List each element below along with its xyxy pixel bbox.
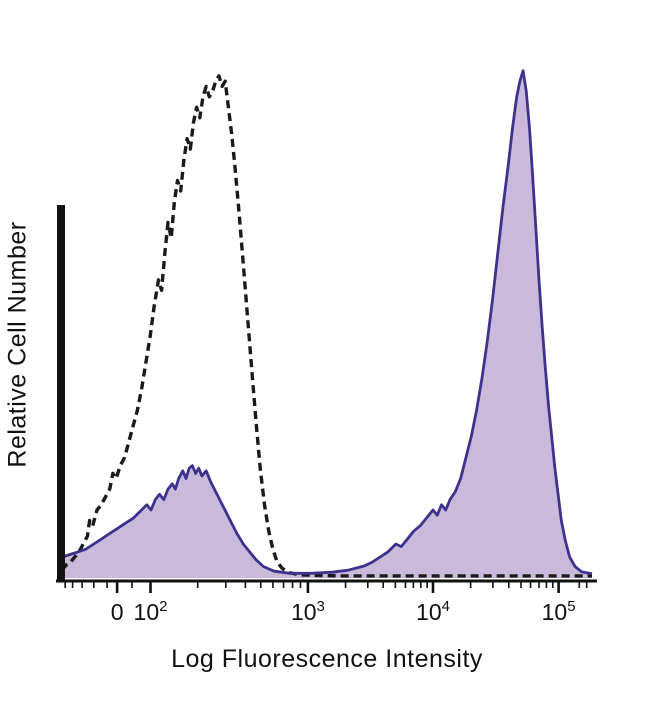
x-tick-label: 104 [416, 598, 450, 625]
x-tick-label: 0 [111, 599, 124, 625]
y-axis-bar [57, 205, 65, 582]
stained-sample-area [62, 70, 592, 578]
x-tick-label: 105 [542, 598, 576, 625]
stained-sample-curve [61, 69, 593, 576]
x-axis-title: Log Fluorescence Intensity [171, 645, 483, 673]
isotype-control-curve [60, 74, 592, 578]
x-tick-label: 102 [134, 598, 168, 625]
x-tick-label: 103 [291, 598, 325, 625]
